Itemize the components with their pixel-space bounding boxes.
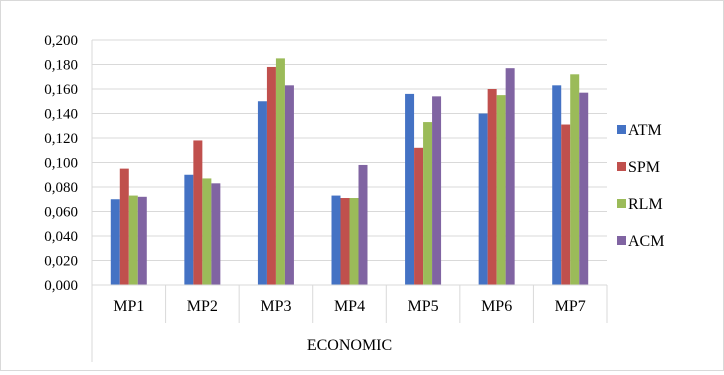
y-tick-label: 0,060 bbox=[44, 205, 78, 221]
x-axis: MP1 MP2 MP3 MP4 MP5 MP6 MP7 bbox=[91, 40, 608, 362]
y-tick-label: 0,120 bbox=[44, 131, 78, 147]
y-tick-label: 0,020 bbox=[44, 254, 78, 270]
legend: ATM SPM RLM ACM bbox=[617, 122, 664, 250]
x-category-label: MP1 bbox=[113, 298, 144, 315]
bar-rlm-mp5 bbox=[423, 122, 433, 285]
legend-swatch-spm bbox=[617, 162, 626, 171]
legend-label-rlm: RLM bbox=[628, 196, 663, 213]
y-tick-label: 0,140 bbox=[44, 107, 78, 123]
bar-atm-mp2 bbox=[184, 174, 194, 285]
bar-atm-mp3 bbox=[257, 101, 267, 285]
y-tick-label: 0,000 bbox=[44, 278, 78, 294]
y-tick-label: 0,200 bbox=[44, 33, 78, 49]
bar-acm-mp6 bbox=[505, 68, 515, 285]
bar-rlm-mp1 bbox=[128, 195, 138, 285]
y-axis-ticks: 0,000 0,020 0,040 0,060 0,080 0,100 0,120 0,140… bbox=[44, 33, 78, 294]
x-category-label: MP7 bbox=[555, 298, 586, 315]
legend-swatch-acm bbox=[617, 236, 626, 245]
bar-rlm-mp4 bbox=[349, 198, 359, 285]
bar-rlm-mp7 bbox=[570, 74, 580, 285]
bar-spm-mp6 bbox=[487, 89, 497, 285]
y-tick-label: 0,040 bbox=[44, 229, 78, 245]
bar-acm-mp4 bbox=[358, 164, 368, 285]
bar-acm-mp2 bbox=[211, 183, 221, 285]
y-tick-label: 0,080 bbox=[44, 180, 78, 196]
legend-label-spm: SPM bbox=[628, 159, 660, 176]
x-category-label: MP5 bbox=[408, 298, 439, 315]
legend-label-acm: ACM bbox=[628, 233, 664, 250]
bar-rlm-mp2 bbox=[202, 178, 212, 285]
bar-acm-mp3 bbox=[284, 85, 294, 285]
legend-swatch-rlm bbox=[617, 199, 626, 208]
gridlines bbox=[92, 39, 607, 286]
x-category-label: MP6 bbox=[481, 298, 512, 315]
y-tick-label: 0,180 bbox=[44, 58, 78, 74]
x-axis-title: ECONOMIC bbox=[307, 337, 392, 354]
y-tick-label: 0,160 bbox=[44, 82, 78, 98]
bar-atm-mp5 bbox=[405, 93, 415, 286]
bar-spm-mp1 bbox=[119, 168, 129, 285]
legend-swatch-atm bbox=[617, 125, 626, 134]
x-category-label: MP4 bbox=[334, 298, 365, 315]
bar-spm-mp5 bbox=[414, 147, 424, 285]
bar-rlm-mp3 bbox=[275, 58, 285, 285]
bar-atm-mp1 bbox=[110, 199, 120, 285]
bar-acm-mp7 bbox=[579, 92, 589, 285]
x-category-label: MP2 bbox=[187, 298, 218, 315]
bar-spm-mp2 bbox=[193, 140, 203, 285]
bar-acm-mp5 bbox=[432, 96, 442, 285]
bar-acm-mp1 bbox=[137, 196, 147, 285]
bar-atm-mp7 bbox=[552, 85, 562, 285]
y-tick-label: 0,100 bbox=[44, 156, 78, 172]
bars bbox=[110, 58, 589, 286]
x-category-label: MP3 bbox=[260, 298, 291, 315]
bar-spm-mp4 bbox=[340, 198, 350, 285]
legend-label-atm: ATM bbox=[628, 122, 662, 139]
bar-rlm-mp6 bbox=[496, 95, 506, 285]
bar-atm-mp4 bbox=[331, 195, 341, 285]
bar-spm-mp3 bbox=[266, 66, 276, 285]
bar-atm-mp6 bbox=[478, 113, 488, 285]
bar-spm-mp7 bbox=[561, 124, 571, 286]
